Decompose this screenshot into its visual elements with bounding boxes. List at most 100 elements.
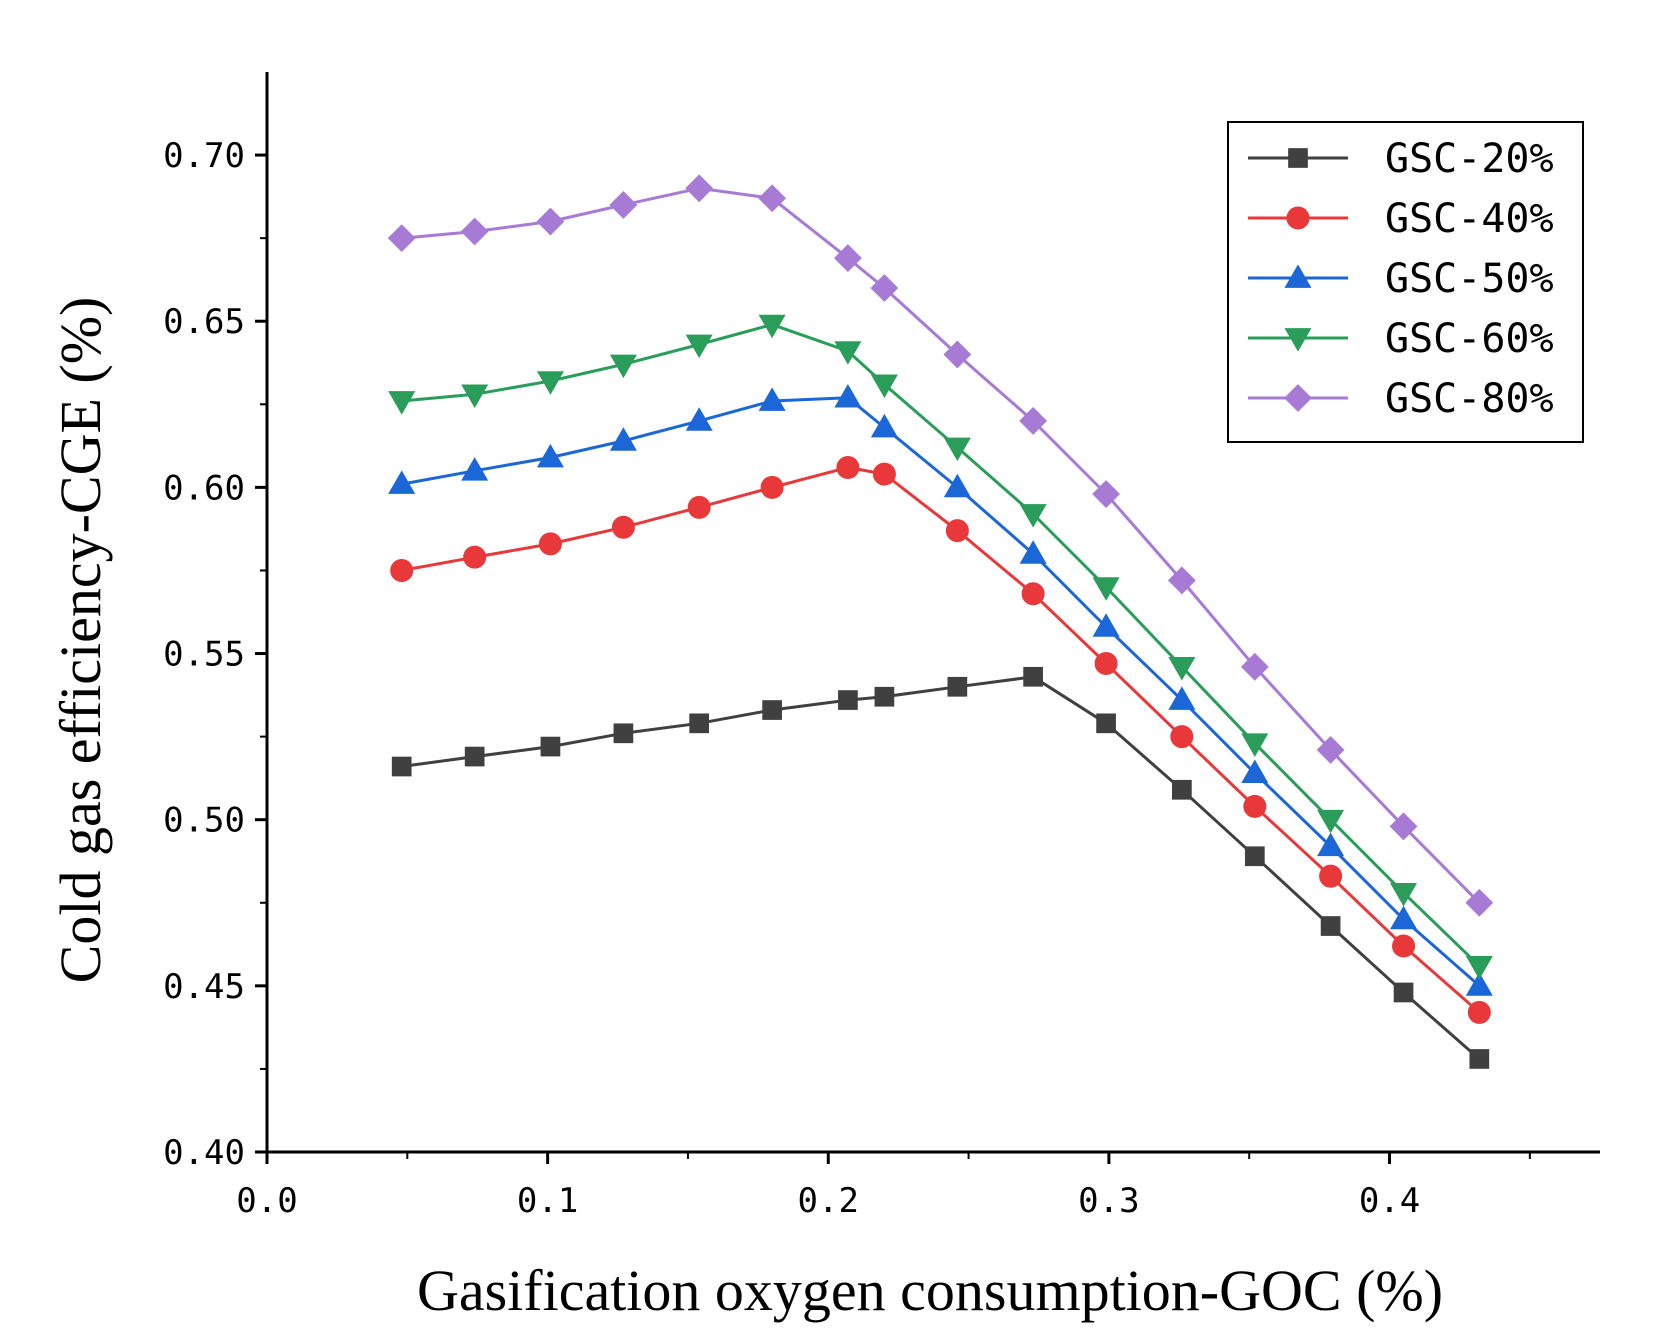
data-point: [463, 545, 487, 569]
data-point: [1241, 759, 1269, 784]
series-line: [401, 396, 1481, 987]
data-point: [836, 455, 860, 479]
series-gsc-60pct: [388, 314, 1493, 980]
data-point: [1023, 666, 1043, 687]
y-tick-label: 0.60: [163, 468, 245, 508]
legend-marker: [1284, 384, 1312, 412]
data-point: [762, 700, 782, 720]
series-layer: [387, 174, 1494, 1069]
data-point: [1168, 686, 1196, 710]
series-gsc-20pct: [391, 666, 1490, 1069]
data-point: [1467, 1000, 1491, 1024]
data-point: [1240, 652, 1269, 681]
series-gsc-40pct: [390, 455, 1491, 1024]
data-point: [1096, 713, 1116, 734]
legend-item: GSC-80%: [1248, 376, 1554, 422]
x-tick-label: 0.2: [798, 1181, 859, 1221]
legend-marker: [1284, 264, 1312, 288]
data-point: [538, 532, 562, 556]
data-point: [1389, 812, 1418, 841]
data-point: [1320, 916, 1341, 936]
data-point: [1092, 613, 1120, 637]
data-point: [1317, 809, 1345, 834]
data-point: [1021, 582, 1045, 606]
data-point: [760, 475, 784, 499]
data-point: [758, 314, 786, 339]
legend-label: GSC-80%: [1385, 376, 1554, 422]
legend-marker: [1284, 328, 1312, 352]
data-point: [464, 746, 485, 767]
data-point: [609, 354, 637, 379]
x-tick-label: 0.4: [1359, 1181, 1420, 1221]
data-point: [1167, 566, 1196, 595]
y-tick-label: 0.50: [163, 801, 245, 841]
data-point: [1465, 956, 1493, 980]
data-point: [1172, 779, 1192, 800]
legend-box: [1227, 121, 1584, 443]
data-point: [388, 391, 416, 415]
legend-marker: [1286, 206, 1310, 230]
x-tick-label: 0.3: [1078, 1181, 1139, 1221]
data-point: [943, 340, 972, 369]
y-tick-label: 0.70: [163, 136, 245, 176]
legend-label: GSC-20%: [1385, 136, 1554, 182]
data-point: [947, 676, 968, 697]
axes: 0.400.450.500.550.600.650.70 0.0 0.1 0.2 0.…: [163, 72, 1600, 1221]
data-point: [689, 713, 710, 734]
data-point: [1019, 504, 1047, 528]
data-point: [1393, 982, 1414, 1003]
data-point: [943, 473, 971, 498]
data-point: [870, 374, 898, 399]
data-point: [461, 457, 489, 481]
data-point: [1170, 725, 1194, 749]
data-point: [1390, 882, 1418, 907]
data-point: [613, 723, 634, 744]
data-point: [1319, 864, 1343, 888]
data-point: [943, 437, 971, 462]
x-axis-title: Gasification oxygen consumption-GOC (%): [417, 1258, 1443, 1323]
series-line: [401, 323, 1481, 967]
data-point: [1241, 733, 1269, 757]
data-point: [1317, 832, 1345, 857]
data-point: [945, 519, 969, 543]
data-point: [838, 690, 858, 710]
data-point: [1465, 888, 1494, 917]
data-point: [536, 443, 564, 468]
legend: GSC-20% GSC-40% GSC-50% GSC-60% GSC-80%: [1227, 121, 1584, 443]
data-point: [1316, 736, 1345, 764]
legend-label: GSC-50%: [1385, 256, 1554, 302]
legend-item: GSC-40%: [1248, 196, 1554, 242]
x-tick-label: 0.1: [517, 1181, 578, 1221]
data-point: [685, 407, 713, 431]
data-point: [390, 558, 414, 582]
legend-item: GSC-60%: [1248, 316, 1554, 362]
y-ticks: 0.40 0.45 0.50 0.55 0.60 0.65 0.70: [163, 136, 267, 1173]
y-tick-label: 0.65: [163, 302, 245, 342]
series-line: [401, 186, 1481, 904]
data-point: [874, 686, 895, 707]
data-point: [388, 470, 416, 494]
series-line: [401, 675, 1481, 1061]
data-point: [1465, 972, 1493, 996]
x-tick-label: 0.0: [236, 1181, 297, 1221]
y-tick-label: 0.45: [163, 967, 245, 1007]
data-point: [834, 384, 862, 408]
data-point: [872, 462, 896, 486]
data-point: [1469, 1049, 1490, 1069]
legend-item: GSC-50%: [1248, 256, 1554, 302]
data-point: [611, 515, 635, 539]
data-point: [1092, 577, 1120, 601]
data-point: [1168, 656, 1196, 681]
data-point: [391, 756, 412, 777]
legend-label: GSC-60%: [1385, 316, 1554, 362]
data-point: [758, 387, 786, 411]
data-point: [1243, 794, 1267, 818]
data-point: [758, 184, 787, 213]
data-point: [685, 174, 714, 203]
data-point: [1019, 407, 1048, 435]
legend-label: GSC-40%: [1385, 196, 1554, 242]
data-point: [1092, 480, 1120, 508]
legend-marker: [1288, 148, 1308, 168]
y-tick-label: 0.55: [163, 635, 245, 675]
